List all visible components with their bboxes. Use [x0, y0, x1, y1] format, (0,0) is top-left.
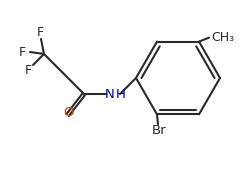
Text: CH₃: CH₃: [211, 31, 234, 44]
Text: Br: Br: [152, 124, 166, 137]
Text: F: F: [18, 45, 25, 58]
Text: O: O: [64, 106, 74, 119]
Text: N: N: [104, 88, 114, 101]
Text: F: F: [24, 63, 32, 76]
Text: F: F: [37, 25, 44, 38]
Text: H: H: [116, 88, 126, 101]
